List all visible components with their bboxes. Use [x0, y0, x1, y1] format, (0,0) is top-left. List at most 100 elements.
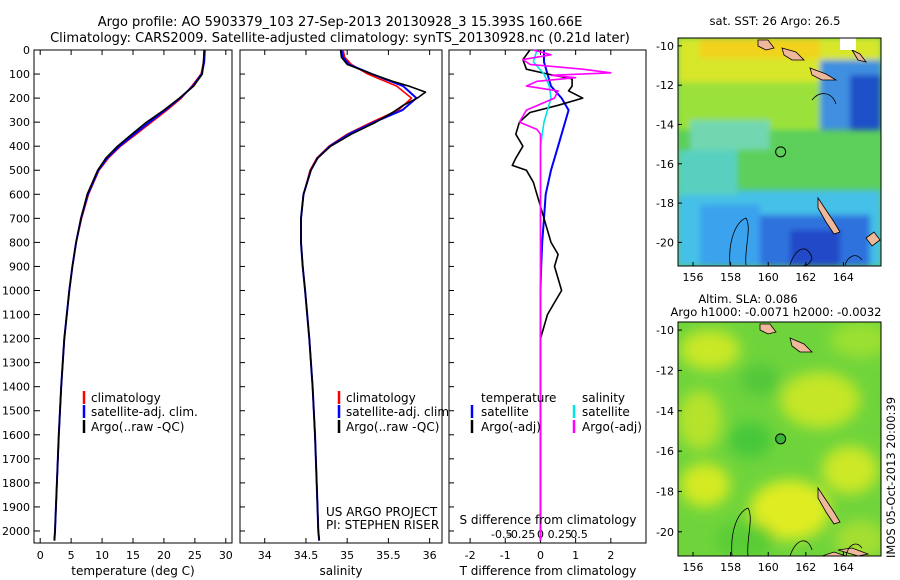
sla-map-panel: Altim. SLA: 0.086 Argo h1000: -0.0071 h2… [656, 292, 882, 574]
map-lat-label: -16 [656, 158, 674, 171]
x-tick-label: -1 [500, 549, 511, 562]
difference-series [511, 49, 612, 541]
map-lon-label: 160 [758, 271, 779, 284]
x-tick-label: 20 [157, 549, 171, 562]
depth-tick-label: 400 [9, 140, 30, 153]
map-lat-label: -18 [656, 197, 674, 210]
map-lat-label: -10 [656, 324, 674, 337]
project-annotation: US ARGO PROJECT [326, 505, 438, 519]
depth-tick-label: 900 [9, 260, 30, 273]
difference-panel: -2 -1 0 1 2 -0.5-0.25 0 0.250.5 temperature sa… [448, 49, 647, 578]
depth-tick-label: 1200 [2, 333, 30, 346]
x-tick-label: 30 [219, 549, 233, 562]
depth-tick-label: 1600 [2, 429, 30, 442]
t-difference-x-axis: -2 -1 0 1 2 [449, 49, 614, 562]
map-lat-label: -20 [656, 236, 674, 249]
x-tick-label: 35.5 [376, 549, 401, 562]
series-line [518, 49, 612, 541]
s-difference-x-axis: -0.5-0.25 0 0.250.5 [491, 528, 588, 541]
x-tick-label: 0 [37, 549, 44, 562]
legend-label-satellite: satellite-adj. clim. [346, 405, 453, 419]
depth-tick-label: 0 [23, 44, 30, 57]
sst-field-patches [678, 38, 881, 266]
legend-label-s-argo: Argo(-adj) [582, 420, 642, 434]
sla-map-title: Altim. SLA: 0.086 [698, 292, 797, 306]
map-lon-label: 158 [720, 271, 741, 284]
map-lat-label: -16 [656, 445, 674, 458]
sla-argo-position-marker [775, 433, 787, 445]
depth-axis: 0 100 200 300 400 500 600 700 800 900 1000 1100 1200… [2, 44, 40, 538]
temperature-plot-frame [33, 49, 233, 544]
sla-map-subtitle: Argo h1000: -0.0071 h2000: -0.0032 [671, 305, 882, 319]
temperature-panel: 0100200300400500600700800900100011001200… [2, 44, 233, 578]
x-tick-label: 34.5 [294, 549, 319, 562]
legend-title-temperature: temperature [481, 391, 556, 405]
series-line [300, 49, 427, 541]
temperature-legend: climatology satellite-adj. clim. Argo(..… [82, 391, 198, 434]
salinity-x-axis: 34 34.5 35 35.5 36 [240, 49, 437, 562]
series-line [53, 49, 205, 541]
sla-map-frame [677, 321, 882, 557]
legend-label-argo: Argo(..raw -QC) [91, 420, 184, 434]
map-lon-label: 164 [833, 271, 854, 284]
salinity-series [300, 49, 427, 541]
depth-tick-label: 1300 [2, 357, 30, 370]
s-tick-label: 0.5 [570, 528, 588, 541]
s-tick-label: -0.5 [491, 528, 512, 541]
stamp-text: IMOS 05-Oct-2013 20:00:39 [884, 397, 898, 558]
salinity-x-label: salinity [319, 564, 362, 578]
legend-label-argo: Argo(..raw -QC) [346, 420, 439, 434]
map-lon-label: 156 [683, 561, 704, 574]
sst-map-axes: 156 158 160 162 164 -10 -12 -14 -16 -18 -20 [656, 40, 854, 284]
difference-legend: temperature satellite Argo(-adj) salinit… [470, 391, 642, 434]
map-lon-label: 160 [758, 561, 779, 574]
x-tick-label: 36 [423, 549, 437, 562]
t-difference-label: T difference from climatology [459, 564, 637, 578]
depth-tick-label: 1900 [2, 501, 30, 514]
x-tick-label: 5 [68, 549, 75, 562]
figure-title-line2: Climatology: CARS2009. Satellite-adjuste… [50, 31, 630, 46]
salinity-plot-frame [239, 49, 443, 544]
x-tick-label: 15 [126, 549, 140, 562]
legend-label-t-argo: Argo(-adj) [481, 420, 541, 434]
depth-tick-label: 500 [9, 164, 30, 177]
map-lat-label: -14 [656, 118, 674, 131]
difference-plot-frame [448, 49, 647, 544]
x-tick-label: 34 [258, 549, 272, 562]
sst-map-title: sat. SST: 26 Argo: 26.5 [710, 14, 841, 28]
legend-label-s-satellite: satellite [582, 405, 630, 419]
depth-tick-label: 600 [9, 188, 30, 201]
map-lat-label: -20 [656, 526, 674, 539]
legend-label-climatology: climatology [91, 391, 161, 405]
map-lat-label: -12 [656, 79, 674, 92]
x-tick-label: 1 [572, 549, 579, 562]
temperature-x-axis: 0 5 10 15 20 25 30 [37, 50, 233, 562]
sla-field-patches [678, 322, 881, 556]
depth-tick-label: 1500 [2, 405, 30, 418]
depth-tick-label: 800 [9, 236, 30, 249]
depth-tick-label: 700 [9, 212, 30, 225]
salinity-panel: 34 34.5 35 35.5 36 climatology satellite-adj… [239, 49, 453, 578]
legend-label-climatology: climatology [346, 391, 416, 405]
s-difference-label: S difference from climatology [460, 513, 637, 527]
sst-argo-position-marker [775, 146, 787, 158]
map-lat-label: -18 [656, 485, 674, 498]
salinity-legend: climatology satellite-adj. clim. Argo(..… [337, 391, 453, 434]
s-tick-label: -0.25 [507, 528, 535, 541]
sst-map-panel: sat. SST: 26 Argo: 26.5 [656, 14, 882, 284]
legend-title-salinity: salinity [582, 391, 625, 405]
map-lat-label: -14 [656, 405, 674, 418]
map-lon-label: 162 [795, 271, 816, 284]
x-tick-label: 25 [188, 549, 202, 562]
sla-contours [731, 507, 863, 556]
legend-label-satellite: satellite-adj. clim. [91, 405, 198, 419]
depth-tick-label: 1400 [2, 381, 30, 394]
s-tick-label: 0.25 [548, 528, 573, 541]
depth-tick-label: 300 [9, 116, 30, 129]
depth-tick-label: 1800 [2, 477, 30, 490]
map-lat-label: -12 [656, 364, 674, 377]
depth-tick-label: 1000 [2, 284, 30, 297]
timestamp-stamp: IMOS 05-Oct-2013 20:00:39 [884, 397, 898, 558]
map-lon-label: 164 [833, 561, 854, 574]
map-lon-label: 156 [683, 271, 704, 284]
